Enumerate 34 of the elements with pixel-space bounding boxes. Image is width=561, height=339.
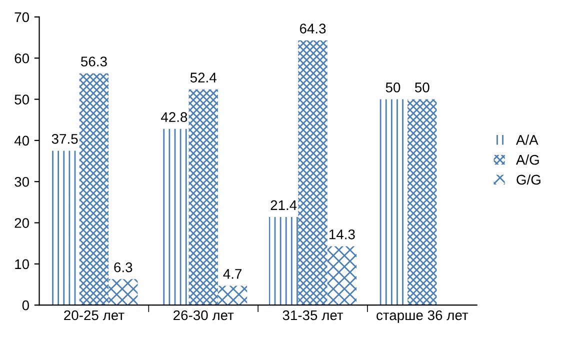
- y-tick-label: 40: [14, 136, 30, 146]
- y-tick-label: 0: [22, 300, 30, 310]
- y-tick-label: 60: [14, 53, 30, 64]
- data-label: 52.4: [190, 72, 216, 82]
- data-label: 64.3: [300, 24, 326, 34]
- x-tick-label: 31-35 лет: [282, 310, 344, 320]
- bar: [408, 99, 437, 306]
- bar: [79, 73, 109, 306]
- bar: [108, 279, 138, 306]
- bar: [218, 286, 248, 306]
- data-label: 4.7: [223, 269, 242, 279]
- x-tick-label: старше 36 лет: [376, 310, 468, 323]
- data-label: 37.5: [52, 134, 78, 144]
- bar: [188, 89, 218, 306]
- y-tick-label: 50: [14, 94, 30, 104]
- y-tick-label: 30: [14, 176, 30, 187]
- bar: [269, 217, 298, 306]
- data-label: 50: [386, 82, 400, 92]
- data-label: 42.8: [160, 112, 188, 122]
- bar: [327, 246, 357, 306]
- legend-label: A/G: [516, 154, 539, 165]
- legend-label: A/A: [516, 134, 538, 145]
- bar: [298, 40, 328, 306]
- x-tick-label: 26-30 лет: [174, 310, 234, 320]
- data-label: 21.4: [270, 200, 297, 210]
- data-label: 50: [414, 82, 430, 92]
- legend-label: G/G: [516, 174, 540, 185]
- y-tick-label: 20: [14, 218, 30, 228]
- data-label: 6.3: [114, 262, 132, 272]
- data-label: 14.3: [329, 229, 355, 240]
- x-tick-label: 20-25 лет: [64, 310, 124, 320]
- data-label: 56.3: [81, 56, 107, 66]
- y-tick-label: 70: [14, 12, 30, 22]
- y-tick-label: 10: [15, 259, 30, 270]
